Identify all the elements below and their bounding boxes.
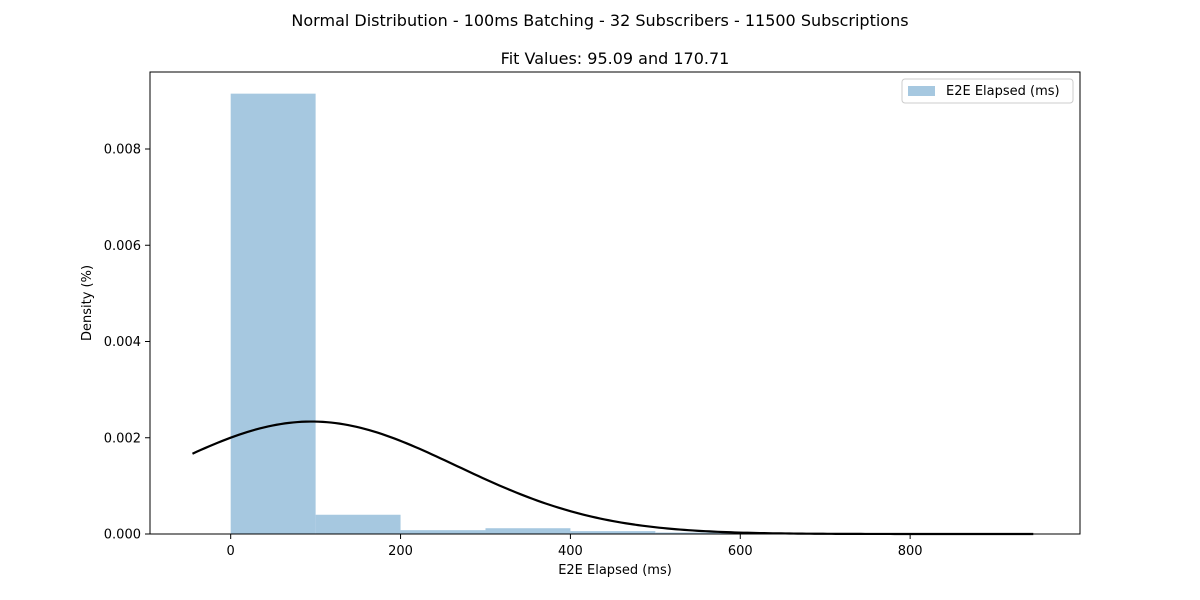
legend-box	[901, 78, 1074, 104]
legend-entry: E2E Elapsed (ms)	[946, 84, 1060, 99]
figure-suptitle: Normal Distribution - 100ms Batching - 3…	[291, 11, 908, 30]
y-axis-ticks: 0.000 0.002 0.004 0.006 0.008	[104, 143, 150, 543]
y-axis-label: Density (%)	[80, 265, 95, 341]
histogram-bar-4	[570, 531, 656, 534]
x-tick-label-1: 200	[388, 544, 413, 559]
histogram-bars	[230, 93, 996, 534]
y-tick-label-0: 0.000	[104, 528, 141, 543]
legend: E2E Elapsed (ms)	[901, 78, 1074, 104]
x-tick-label-4: 800	[898, 544, 923, 559]
x-tick-label-0: 0	[227, 544, 235, 559]
x-tick-label-2: 400	[558, 544, 583, 559]
histogram-bar-3	[485, 528, 571, 534]
histogram-bar-2	[400, 530, 486, 534]
x-tick-label-3: 600	[728, 544, 753, 559]
x-axis-ticks: 0 200 400 600 800	[227, 534, 923, 559]
histogram-bar-1	[315, 514, 401, 534]
y-tick-label-4: 0.008	[104, 143, 141, 158]
histogram-bar-5	[655, 532, 741, 534]
x-axis-label: E2E Elapsed (ms)	[558, 563, 672, 578]
y-tick-label-3: 0.006	[104, 239, 141, 254]
plot-frame	[149, 71, 1081, 535]
y-tick-label-1: 0.002	[104, 431, 141, 446]
legend-swatch	[908, 86, 935, 96]
histogram-bar-0	[230, 93, 316, 534]
chart-title: Fit Values: 95.09 and 170.71	[501, 49, 730, 68]
y-tick-label-2: 0.004	[104, 335, 141, 350]
